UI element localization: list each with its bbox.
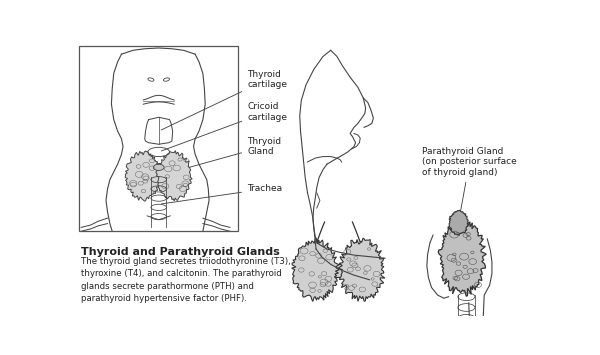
Text: Thyroid and Parathyroid Glands: Thyroid and Parathyroid Glands: [81, 247, 280, 257]
Ellipse shape: [153, 164, 164, 170]
Bar: [150, 164, 167, 175]
Text: Thryoid
Gland: Thryoid Gland: [161, 137, 281, 175]
Polygon shape: [338, 238, 385, 301]
Text: Cricoid
cartilage: Cricoid cartilage: [161, 102, 287, 151]
Text: The thyroid gland secretes triiodothyronine (T3),
thyroxine (T4), and calcitonin: The thyroid gland secretes triiodothyron…: [81, 257, 291, 303]
Polygon shape: [438, 221, 486, 296]
Text: Trachea: Trachea: [161, 184, 282, 204]
Text: Thyroid
cartilage: Thyroid cartilage: [161, 70, 287, 130]
Text: Parathyroid Gland
(on posterior surface
of thyroid gland): Parathyroid Gland (on posterior surface …: [422, 147, 517, 240]
Polygon shape: [292, 239, 340, 301]
Bar: [79, 47, 238, 231]
Bar: [328, 264, 349, 278]
Polygon shape: [156, 151, 192, 201]
Polygon shape: [125, 151, 162, 201]
Polygon shape: [449, 211, 469, 235]
